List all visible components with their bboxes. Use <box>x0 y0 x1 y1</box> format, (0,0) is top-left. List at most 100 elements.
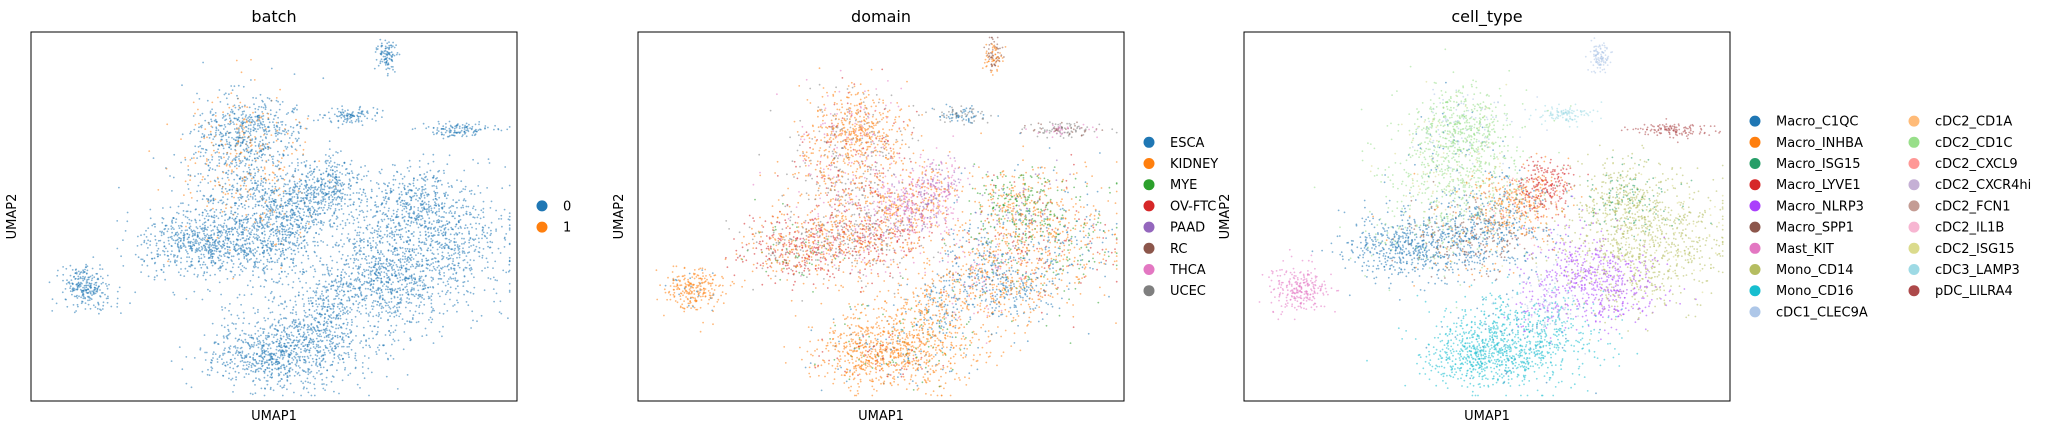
scatter-point <box>456 206 458 209</box>
scatter-point <box>80 291 83 293</box>
scatter-point <box>425 225 428 228</box>
scatter-point <box>428 221 431 224</box>
scatter-point <box>355 300 358 303</box>
scatter-point <box>473 259 475 262</box>
scatter-point <box>252 186 255 189</box>
scatter-point <box>324 286 327 289</box>
scatter-point <box>434 195 437 198</box>
scatter-point <box>262 244 265 247</box>
scatter-point <box>279 242 282 245</box>
scatter-point <box>227 169 230 172</box>
scatter-point <box>443 228 446 231</box>
scatter-point <box>312 193 315 195</box>
scatter-point <box>312 211 315 214</box>
scatter-point <box>463 275 466 277</box>
scatter-point <box>377 205 380 208</box>
scatter-point <box>288 165 291 167</box>
scatter-point <box>270 134 273 137</box>
scatter-point <box>223 156 225 159</box>
scatter-point <box>292 107 294 110</box>
scatter-point <box>101 277 104 280</box>
scatter-point <box>241 265 244 267</box>
scatter-point <box>367 277 370 279</box>
scatter-point <box>180 202 182 205</box>
scatter-point <box>155 242 158 245</box>
scatter-point <box>254 260 257 263</box>
scatter-point <box>153 257 156 260</box>
scatter-point <box>415 187 418 190</box>
scatter-point <box>363 270 366 273</box>
scatter-point <box>389 244 391 246</box>
scatter-point <box>186 222 189 224</box>
scatter-point <box>366 205 369 207</box>
scatter-point <box>454 279 457 282</box>
scatter-point <box>218 254 221 257</box>
scatter-point <box>501 187 504 190</box>
scatter-point <box>342 213 345 215</box>
scatter-point <box>187 188 190 190</box>
scatter-point <box>349 286 351 289</box>
scatter-point <box>347 186 350 189</box>
scatter-point <box>270 248 272 251</box>
scatter-point <box>443 211 446 213</box>
scatter-point <box>180 138 182 141</box>
scatter-point <box>186 229 189 232</box>
scatter-point <box>367 269 370 272</box>
scatter-point <box>247 230 250 232</box>
scatter-point <box>356 217 359 220</box>
scatter-point <box>391 54 394 56</box>
scatter-point <box>232 240 235 243</box>
scatter-point <box>207 158 210 161</box>
scatter-point <box>262 185 264 188</box>
scatter-point <box>436 191 439 194</box>
scatter-point <box>245 185 248 187</box>
scatter-point <box>397 272 400 274</box>
scatter-point <box>331 107 333 110</box>
scatter-point <box>393 233 396 236</box>
scatter-point <box>221 262 224 265</box>
scatter-point <box>82 286 84 289</box>
scatter-point <box>271 185 274 188</box>
scatter-point <box>274 165 277 168</box>
scatter-point <box>379 230 382 233</box>
scatter-point <box>241 127 243 130</box>
scatter-point <box>444 265 446 268</box>
scatter-point <box>240 187 242 190</box>
scatter-point <box>506 128 509 131</box>
scatter-point <box>334 177 337 180</box>
scatter-point <box>468 251 471 254</box>
scatter-point <box>363 175 365 178</box>
scatter-point <box>366 262 368 265</box>
scatter-point <box>215 129 218 132</box>
scatter-point <box>482 211 485 214</box>
scatter-point <box>258 147 261 150</box>
scatter-point <box>264 143 267 145</box>
scatter-point <box>193 273 196 276</box>
scatter-point <box>359 253 361 256</box>
scatter-point <box>237 266 240 268</box>
scatter-point <box>392 222 395 224</box>
scatter-point <box>312 196 315 199</box>
scatter-point <box>268 254 271 257</box>
scatter-point <box>383 271 386 274</box>
scatter-point <box>296 139 299 141</box>
scatter-point <box>377 228 380 230</box>
scatter-point <box>268 207 270 210</box>
scatter-point <box>178 249 181 251</box>
scatter-point <box>497 128 500 131</box>
scatter-point <box>363 238 365 241</box>
scatter-point <box>204 151 207 154</box>
scatter-point <box>335 181 337 184</box>
scatter-point <box>423 188 425 191</box>
scatter-point <box>394 178 397 181</box>
scatter-point <box>430 311 433 313</box>
scatter-point <box>406 202 409 204</box>
scatter-point <box>197 255 200 258</box>
scatter-point <box>356 181 359 184</box>
scatter-point <box>102 281 104 284</box>
scatter-point <box>266 225 268 228</box>
scatter-point <box>296 200 299 203</box>
scatter-point <box>196 227 199 230</box>
scatter-point <box>331 235 334 238</box>
scatter-point <box>211 243 214 246</box>
